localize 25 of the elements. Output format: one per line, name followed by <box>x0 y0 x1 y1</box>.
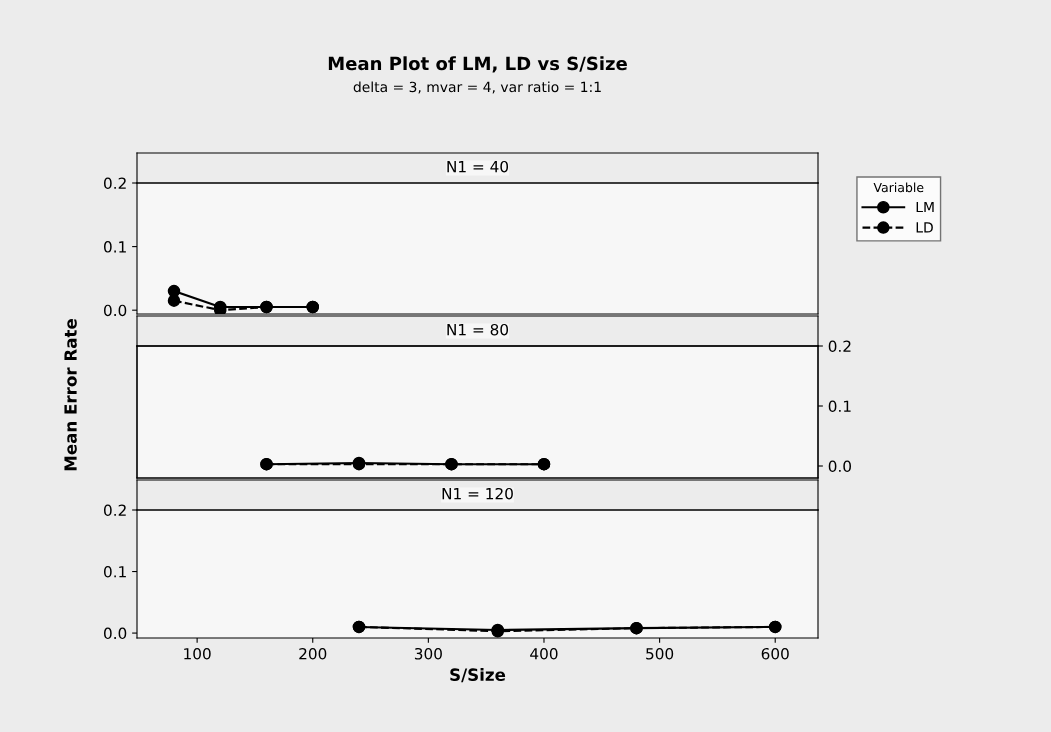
legend-label: LM <box>916 201 934 213</box>
x-tick-label: 500 <box>646 647 674 660</box>
y-tick-label: 0.1 <box>103 241 126 253</box>
text: N1 = 120 <box>442 487 513 500</box>
x-tick-label: 200 <box>299 647 327 660</box>
y-tick-label: 0.1 <box>103 566 126 578</box>
y2-tick-label: 0.1 <box>828 400 851 413</box>
chart-subtitle: delta = 3, mvar = 4, var ratio = 1:1 <box>353 81 601 94</box>
x-tick-label: 300 <box>414 647 442 660</box>
y-tick-label: 0.0 <box>103 304 127 317</box>
legend-title: Variable <box>873 182 924 193</box>
y-tick-label: 0.0 <box>103 627 127 640</box>
x-tick-label: 600 <box>761 647 789 660</box>
x-tick-label: 100 <box>184 647 211 660</box>
y-tick-label: 0.2 <box>103 177 126 190</box>
text: N1 = 40 <box>447 160 509 173</box>
y2-tick-label: 0.0 <box>828 460 851 473</box>
x-tick-label: 400 <box>530 647 558 660</box>
y-axis-title: Mean Error Rate <box>64 319 77 471</box>
chart-title: Mean Plot of LM, LD vs S/Size <box>328 56 627 73</box>
legend-label: LD <box>916 222 933 233</box>
x-axis-title: S/Size <box>450 668 506 683</box>
text: N1 = 80 <box>447 323 509 336</box>
y2-tick-label: 0.2 <box>828 340 851 353</box>
y-tick-label: 0.2 <box>103 504 126 517</box>
